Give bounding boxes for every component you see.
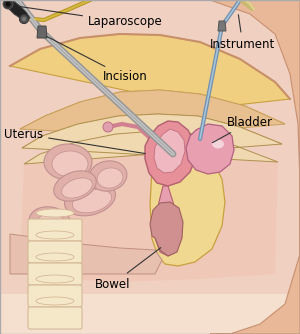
- Circle shape: [22, 17, 26, 21]
- Text: Bladder: Bladder: [212, 116, 273, 143]
- Circle shape: [5, 1, 10, 6]
- FancyBboxPatch shape: [28, 285, 82, 307]
- FancyBboxPatch shape: [28, 263, 82, 285]
- Polygon shape: [10, 34, 290, 129]
- Ellipse shape: [36, 253, 74, 261]
- Ellipse shape: [36, 297, 74, 305]
- Circle shape: [103, 122, 113, 132]
- Polygon shape: [210, 0, 300, 334]
- Text: Laparoscope: Laparoscope: [19, 6, 163, 28]
- Text: Incision: Incision: [46, 36, 148, 84]
- Text: Instrument: Instrument: [210, 15, 275, 50]
- Text: Uterus: Uterus: [4, 128, 145, 154]
- Ellipse shape: [36, 209, 74, 217]
- Ellipse shape: [212, 140, 224, 149]
- Ellipse shape: [64, 182, 116, 216]
- Polygon shape: [10, 234, 162, 274]
- FancyBboxPatch shape: [28, 219, 82, 241]
- Polygon shape: [37, 26, 47, 38]
- Polygon shape: [20, 131, 278, 282]
- Ellipse shape: [44, 144, 92, 180]
- Ellipse shape: [36, 275, 74, 283]
- Polygon shape: [0, 0, 300, 294]
- Ellipse shape: [97, 168, 123, 188]
- Polygon shape: [218, 21, 226, 31]
- Polygon shape: [22, 114, 282, 164]
- Ellipse shape: [62, 178, 92, 198]
- Polygon shape: [150, 131, 225, 266]
- FancyBboxPatch shape: [28, 241, 82, 263]
- Circle shape: [20, 14, 28, 23]
- Ellipse shape: [52, 151, 88, 177]
- Polygon shape: [150, 202, 183, 256]
- Polygon shape: [186, 124, 234, 174]
- Polygon shape: [4, 0, 30, 21]
- Ellipse shape: [36, 231, 74, 239]
- Polygon shape: [155, 186, 179, 256]
- Circle shape: [3, 0, 13, 9]
- Ellipse shape: [73, 189, 112, 213]
- Ellipse shape: [89, 161, 127, 191]
- Text: Bowel: Bowel: [95, 248, 161, 291]
- FancyBboxPatch shape: [28, 307, 82, 329]
- Polygon shape: [154, 129, 185, 173]
- Ellipse shape: [29, 207, 71, 237]
- Ellipse shape: [54, 171, 96, 201]
- Polygon shape: [20, 90, 285, 148]
- Ellipse shape: [37, 214, 67, 234]
- Polygon shape: [145, 121, 196, 186]
